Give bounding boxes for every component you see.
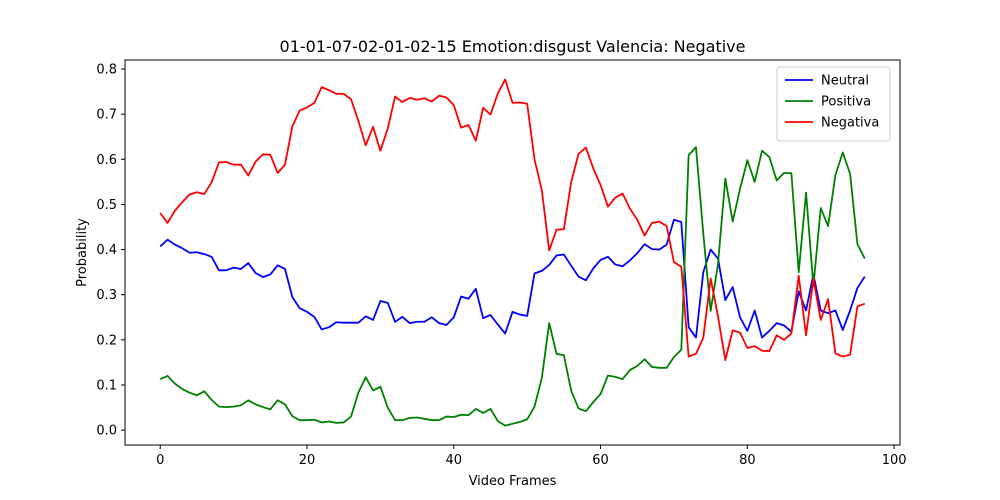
x-tick-label: 40 [446, 453, 463, 468]
x-axis-label: Video Frames [469, 474, 557, 489]
y-tick-label: 0.7 [96, 108, 117, 123]
y-tick-label: 0.5 [96, 198, 117, 213]
legend-label-neutral: Neutral [821, 74, 869, 89]
axis-ticks: 0 20 40 60 80 100 0.0 0.1 0.2 0.3 0.4 0.5 0.6 0.7 0.8 [96, 63, 906, 468]
x-tick-label: 80 [739, 453, 756, 468]
y-tick-label: 0.6 [96, 153, 117, 168]
legend-label-positiva: Positiva [821, 95, 871, 110]
x-tick-label: 20 [299, 453, 316, 468]
series-line-positiva [159, 146, 866, 427]
legend-label-negativa: Negativa [821, 116, 879, 131]
axes-frame [124, 59, 901, 446]
plot-area [124, 59, 901, 446]
x-tick-label: 0 [156, 453, 164, 468]
y-tick-label: 0.2 [96, 333, 117, 348]
y-tick-label: 0.8 [96, 63, 117, 78]
y-axis-label: Probability [75, 218, 90, 287]
chart-title: 01-01-07-02-01-02-15 Emotion:disgust Val… [280, 37, 746, 56]
x-tick-label: 60 [592, 453, 609, 468]
x-tick-label: 100 [882, 453, 907, 468]
y-tick-label: 0.0 [96, 424, 117, 439]
y-tick-label: 0.1 [96, 378, 117, 393]
y-tick-label: 0.4 [96, 243, 117, 258]
series-line-neutral [159, 218, 866, 339]
y-tick-label: 0.3 [96, 288, 117, 303]
series-line-negativa [159, 78, 866, 362]
legend: Neutral Positiva Negativa [776, 66, 891, 142]
